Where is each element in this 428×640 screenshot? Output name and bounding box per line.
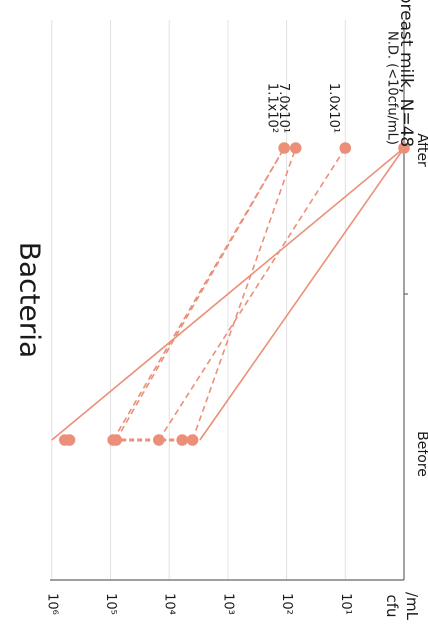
annotation-label: 7.0x10¹ bbox=[276, 83, 291, 133]
data-point-after bbox=[398, 142, 410, 154]
series-line bbox=[112, 147, 285, 441]
y-tick-label: 10⁵ bbox=[103, 593, 118, 615]
category-label: Before bbox=[414, 431, 428, 477]
series-line bbox=[199, 147, 405, 441]
annotation-label: 1.0x10¹ bbox=[326, 83, 341, 133]
category-label: After bbox=[414, 133, 428, 167]
category-labels: Before After bbox=[414, 133, 428, 477]
titles: Bacteria breast milk, N=48 bbox=[14, 0, 417, 358]
annotation-label: 1.1x10² bbox=[265, 83, 280, 133]
series-line bbox=[115, 147, 285, 441]
data-points bbox=[59, 142, 410, 446]
chart-title: Bacteria bbox=[14, 242, 47, 358]
y-unit-label: /mL bbox=[403, 592, 421, 621]
data-point-before bbox=[186, 434, 199, 446]
y-tick-label: 10² bbox=[279, 593, 294, 615]
data-point-after bbox=[289, 142, 302, 154]
series-line bbox=[191, 147, 297, 441]
data-point-before bbox=[176, 434, 189, 446]
series-line bbox=[51, 147, 405, 441]
y-unit-label: cfu bbox=[383, 594, 401, 617]
grid-lines bbox=[51, 20, 346, 580]
series-line bbox=[158, 147, 346, 441]
tick-labels: 10¹ 10² 10³ 10⁴ 10⁵ 10⁶ cfu/mL bbox=[44, 592, 421, 621]
chart-subtitle: breast milk, N=48 bbox=[396, 0, 416, 147]
y-tick-label: 10¹ bbox=[338, 593, 353, 615]
y-tick-label: 10⁴ bbox=[162, 593, 177, 615]
data-point-before bbox=[153, 434, 165, 446]
y-tick-label: 10³ bbox=[220, 593, 235, 615]
axes bbox=[50, 20, 408, 581]
y-tick-label: 10⁶ bbox=[44, 593, 59, 615]
data-point-after bbox=[278, 142, 290, 154]
data-point-before bbox=[110, 434, 122, 446]
nd-label: N.D. (<10cfu/mL) bbox=[385, 31, 400, 145]
data-point-after bbox=[339, 142, 352, 154]
data-point-before bbox=[63, 434, 76, 446]
